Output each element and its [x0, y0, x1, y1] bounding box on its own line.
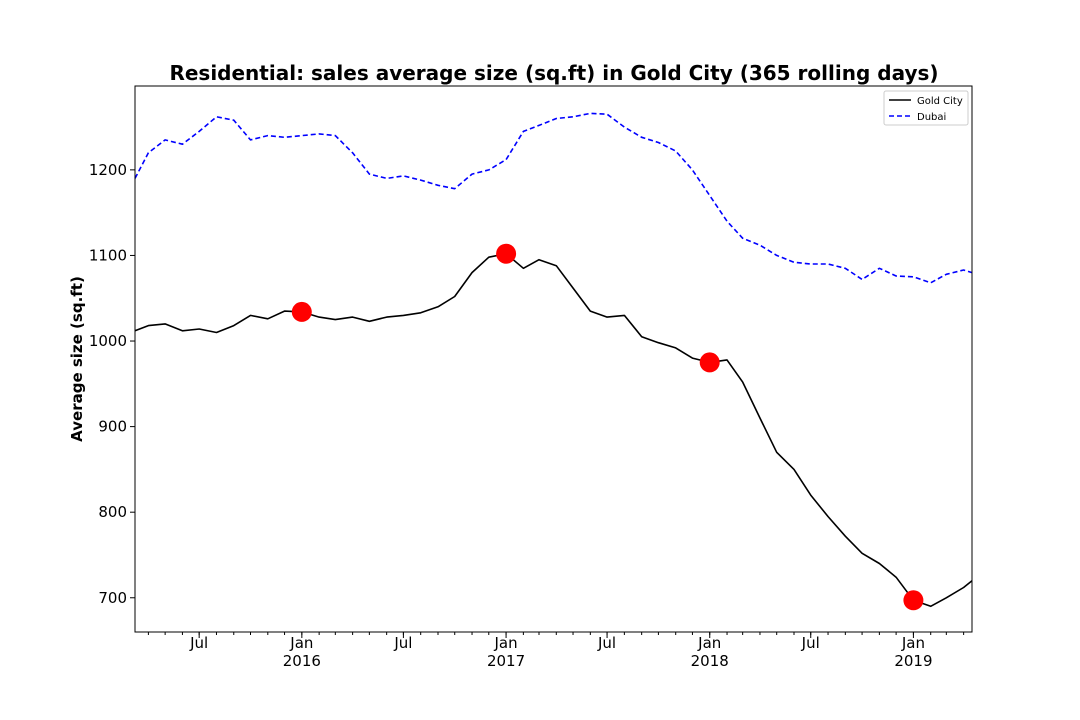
y-axis-label: Average size (sq.ft)	[68, 276, 86, 442]
marker-point-3	[699, 352, 720, 373]
legend: Gold City Dubai	[883, 90, 969, 126]
plot-area	[134, 112, 973, 611]
y-tick-label: 700	[98, 589, 127, 607]
y-tick-label: 1200	[89, 161, 127, 179]
x-tick-label: Jul	[393, 634, 412, 652]
marker-point-4	[903, 590, 924, 611]
marker-point-1	[291, 301, 312, 322]
plot-frame	[134, 85, 973, 633]
x-tick-label: Jan	[289, 634, 313, 652]
y-tick-label: 1000	[89, 332, 127, 350]
x-tick-label: Jan	[494, 634, 518, 652]
x-tick-year-label: 2017	[487, 652, 525, 670]
x-tick-label: Jul	[189, 634, 208, 652]
chart-title: Residential: sales average size (sq.ft) …	[169, 61, 938, 85]
x-tick-year-label: 2019	[894, 652, 932, 670]
x-tick-year-label: 2016	[283, 652, 321, 670]
legend-label: Gold City	[917, 96, 963, 107]
x-tick-label: Jan	[697, 634, 721, 652]
y-tick-label: 1100	[89, 246, 127, 264]
x-tick-label: Jul	[597, 634, 616, 652]
y-tick-label: 800	[98, 503, 127, 521]
x-tick-label: Jan	[901, 634, 925, 652]
series-line-gold-city	[134, 252, 973, 608]
marker-point-2	[496, 243, 517, 264]
legend-label: Dubai	[917, 112, 946, 123]
y-tick-label: 900	[98, 418, 127, 436]
x-tick-label: Jul	[801, 634, 820, 652]
series-line-dubai	[134, 112, 973, 284]
x-tick-year-label: 2018	[691, 652, 729, 670]
